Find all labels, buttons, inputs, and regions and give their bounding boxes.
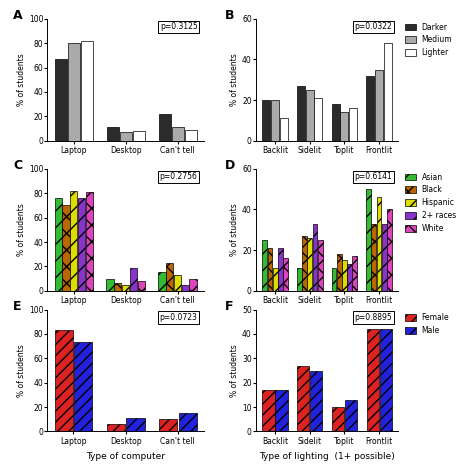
Bar [310, 371, 322, 431]
Text: B: B [225, 9, 234, 22]
Bar [122, 285, 129, 291]
Y-axis label: % of students: % of students [17, 204, 26, 256]
Bar [107, 127, 118, 141]
Bar [268, 248, 273, 291]
Bar [184, 130, 197, 141]
Y-axis label: % of students: % of students [17, 53, 26, 106]
Bar [371, 224, 376, 291]
Bar [275, 390, 288, 431]
Bar [366, 189, 371, 291]
Text: p=0.2756: p=0.2756 [160, 173, 198, 182]
Text: A: A [13, 9, 23, 22]
Bar [376, 197, 381, 291]
Bar [318, 240, 323, 291]
Text: E: E [13, 300, 21, 313]
Bar [107, 279, 114, 291]
Bar [352, 256, 357, 291]
Bar [158, 272, 165, 291]
Legend: Female, Male: Female, Male [405, 313, 449, 335]
Bar [306, 90, 314, 141]
Bar [297, 366, 309, 431]
Y-axis label: % of students: % of students [17, 344, 26, 397]
Legend: Darker, Medium, Lighter: Darker, Medium, Lighter [405, 23, 452, 57]
Text: D: D [225, 159, 235, 172]
Bar [81, 41, 92, 141]
Bar [119, 132, 132, 141]
Bar [342, 260, 347, 291]
Bar [126, 418, 145, 431]
Text: p=0.3125: p=0.3125 [160, 23, 198, 31]
Bar [366, 76, 374, 141]
Bar [340, 112, 348, 141]
Bar [55, 198, 62, 291]
Y-axis label: % of students: % of students [230, 204, 239, 256]
Text: F: F [225, 300, 233, 313]
X-axis label: Type of computer: Type of computer [86, 452, 165, 461]
Bar [179, 413, 197, 431]
Text: p=0.0723: p=0.0723 [160, 313, 198, 322]
Bar [55, 330, 73, 431]
Bar [345, 400, 357, 431]
Bar [74, 342, 92, 431]
Bar [190, 279, 197, 291]
Bar [366, 329, 379, 431]
Bar [297, 86, 305, 141]
X-axis label: Type of lighting  (1+ possible): Type of lighting (1+ possible) [259, 452, 395, 461]
Bar [107, 424, 125, 431]
Bar [159, 114, 171, 141]
Legend: Asian, Black, Hispanic, 2+ races, White: Asian, Black, Hispanic, 2+ races, White [405, 173, 456, 233]
Text: p=0.8895: p=0.8895 [355, 313, 392, 322]
Y-axis label: % of students: % of students [230, 53, 239, 106]
Bar [332, 104, 340, 141]
Bar [337, 254, 342, 291]
Text: p=0.6141: p=0.6141 [355, 173, 392, 182]
Bar [70, 191, 77, 291]
Bar [166, 263, 173, 291]
Text: p=0.0322: p=0.0322 [355, 23, 392, 31]
Bar [331, 268, 337, 291]
Bar [114, 283, 121, 291]
Bar [347, 265, 352, 291]
Bar [332, 407, 344, 431]
Bar [172, 127, 184, 141]
Bar [349, 108, 357, 141]
Bar [297, 268, 302, 291]
Bar [271, 100, 279, 141]
Bar [263, 390, 274, 431]
Y-axis label: % of students: % of students [230, 344, 239, 397]
Bar [263, 100, 271, 141]
Bar [67, 43, 80, 141]
Bar [174, 275, 181, 291]
Bar [307, 238, 312, 291]
Bar [387, 210, 392, 291]
Bar [280, 118, 288, 141]
Bar [137, 281, 145, 291]
Bar [302, 236, 307, 291]
Bar [278, 248, 283, 291]
Bar [133, 131, 145, 141]
Bar [62, 205, 70, 291]
Bar [283, 258, 288, 291]
Bar [314, 98, 322, 141]
Bar [380, 329, 392, 431]
Bar [263, 240, 267, 291]
Bar [182, 285, 189, 291]
Bar [159, 419, 177, 431]
Bar [130, 268, 137, 291]
Bar [382, 224, 386, 291]
Text: C: C [13, 159, 22, 172]
Bar [375, 69, 383, 141]
Bar [78, 198, 85, 291]
Bar [312, 224, 318, 291]
Bar [273, 268, 278, 291]
Bar [86, 192, 93, 291]
Bar [383, 43, 392, 141]
Bar [55, 59, 67, 141]
